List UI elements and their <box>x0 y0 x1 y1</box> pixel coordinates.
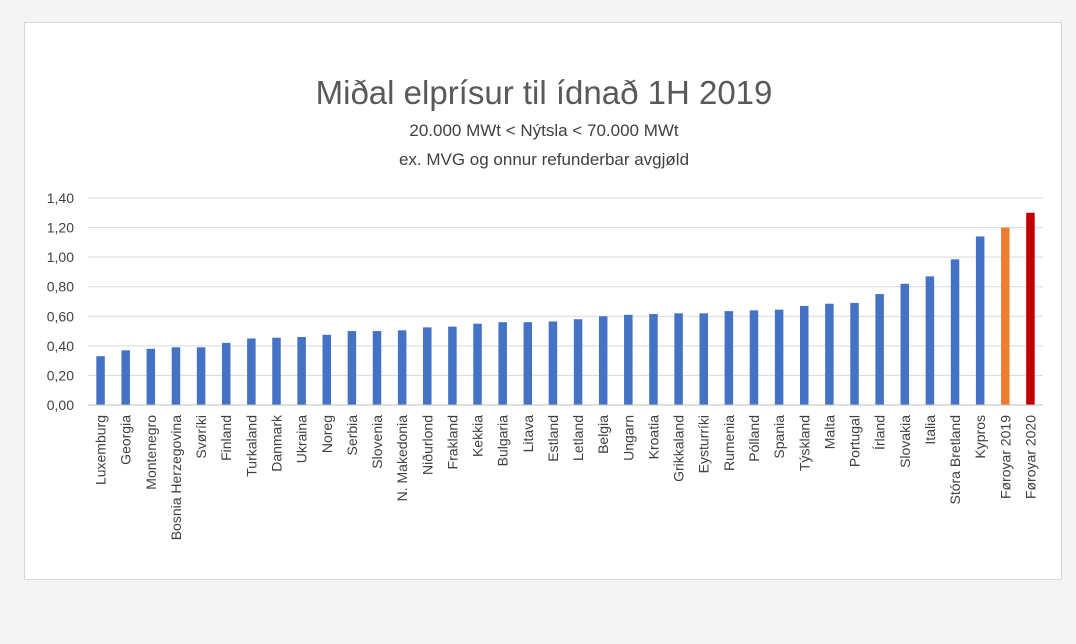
bar <box>523 322 533 405</box>
bar <box>573 319 583 405</box>
x-category-label: Rumenia <box>721 415 737 471</box>
x-category-label: Bosnia Herzegovina <box>168 415 184 541</box>
bar <box>171 347 181 405</box>
bar <box>272 337 281 405</box>
y-tick-label: 0,40 <box>47 338 74 354</box>
x-category-label: N. Makedonia <box>394 415 410 502</box>
bar <box>423 327 432 405</box>
x-category-label: Montenegro <box>143 415 159 490</box>
x-category-label: Belgia <box>595 415 611 454</box>
x-category-label: Stóra Bretland <box>947 415 963 505</box>
bar <box>850 302 859 405</box>
bar <box>146 348 156 405</box>
x-category-label: Svøríki <box>193 415 209 459</box>
x-category-label: Frakland <box>444 415 460 469</box>
bar <box>724 311 734 405</box>
x-category-label: Føroyar 2019 <box>997 415 1013 499</box>
bar <box>473 323 482 405</box>
x-category-label: Niðurlond <box>419 415 435 475</box>
gridlines <box>88 197 1043 376</box>
bar <box>297 336 306 405</box>
bar <box>699 313 708 405</box>
bar <box>749 310 759 405</box>
bar <box>598 316 608 405</box>
bar <box>96 356 105 405</box>
chart-title: Miðal elprísur til ídnað 1H 2019 <box>316 74 773 111</box>
x-category-label: Litava <box>520 415 536 453</box>
bars <box>96 212 1035 405</box>
x-category-label: Ukraina <box>294 415 310 463</box>
bar <box>121 350 130 405</box>
bar <box>1026 212 1035 405</box>
x-category-label: Pólland <box>746 415 762 462</box>
x-category-label: Kypros <box>972 415 988 459</box>
y-tick-label: 1,40 <box>47 190 74 206</box>
x-category-label: Danmark <box>268 414 284 472</box>
x-category-label: Ungarn <box>620 415 636 461</box>
x-category-label: Bulgaria <box>495 415 511 467</box>
bar <box>247 338 256 405</box>
bar <box>875 294 884 405</box>
y-tick-label: 0,20 <box>47 367 74 383</box>
y-tick-label: 1,20 <box>47 220 74 236</box>
bar <box>674 313 683 405</box>
x-category-label: Slovakia <box>897 415 913 468</box>
chart-subtitle-line-1: 20.000 MWt < Nýtsla < 70.000 MWt <box>409 121 679 140</box>
x-category-label: Finland <box>218 415 234 461</box>
y-tick-label: 0,00 <box>47 397 74 413</box>
bar <box>498 322 507 405</box>
x-axis-categories: Luxemburg Georgia Montenegro Bosnia Herzego… <box>93 414 1039 540</box>
x-category-label: Letland <box>570 415 586 461</box>
x-category-label: Kekkia <box>470 415 486 457</box>
bar <box>950 259 960 405</box>
bar <box>624 314 633 405</box>
bar <box>925 276 935 405</box>
x-category-label: Kroatia <box>645 415 661 460</box>
y-tick-label: 1,00 <box>47 249 74 265</box>
chart-frame: Miðal elprísur til ídnað 1H 2019 20.000 … <box>24 22 1062 580</box>
y-tick-label: 0,80 <box>47 279 74 295</box>
x-category-label: Italia <box>922 415 938 445</box>
x-category-label: Grikkaland <box>671 415 687 482</box>
x-category-label: Luxemburg <box>93 415 109 485</box>
bar <box>975 236 985 405</box>
bar <box>825 303 834 405</box>
x-category-label: Georgia <box>118 415 134 465</box>
bar-chart: Miðal elprísur til ídnað 1H 2019 20.000 … <box>47 74 1043 540</box>
bar <box>448 326 457 405</box>
bar <box>347 331 357 405</box>
x-category-label: Føroyar 2020 <box>1022 415 1038 499</box>
bar <box>548 321 558 405</box>
bar <box>221 342 231 405</box>
x-category-label: Írland <box>872 415 888 450</box>
bar <box>196 347 206 405</box>
bar <box>800 305 809 405</box>
x-category-label: Estland <box>545 415 561 462</box>
bar <box>900 283 910 405</box>
y-axis-ticks: 0,00 0,20 0,40 0,60 0,80 1,00 1,20 1,40 <box>47 190 74 413</box>
x-category-label: Turkaland <box>243 415 259 477</box>
x-category-label: Portugal <box>847 415 863 467</box>
bar <box>774 309 784 405</box>
bar <box>1001 227 1010 405</box>
bar <box>372 331 382 405</box>
x-category-label: Serbia <box>344 415 360 456</box>
chart-subtitle-line-2: ex. MVG og onnur refunderbar avgjøld <box>399 150 689 169</box>
bar <box>397 330 407 405</box>
bar <box>649 314 658 405</box>
x-category-label: Noreg <box>319 415 335 453</box>
x-category-label: Slovenia <box>369 415 385 469</box>
x-category-label: Malta <box>821 415 837 449</box>
x-category-label: Eysturríki <box>696 415 712 473</box>
x-category-label: Týskland <box>796 415 812 471</box>
x-category-label: Spania <box>771 415 787 459</box>
bar <box>322 334 331 405</box>
y-tick-label: 0,60 <box>47 308 74 324</box>
